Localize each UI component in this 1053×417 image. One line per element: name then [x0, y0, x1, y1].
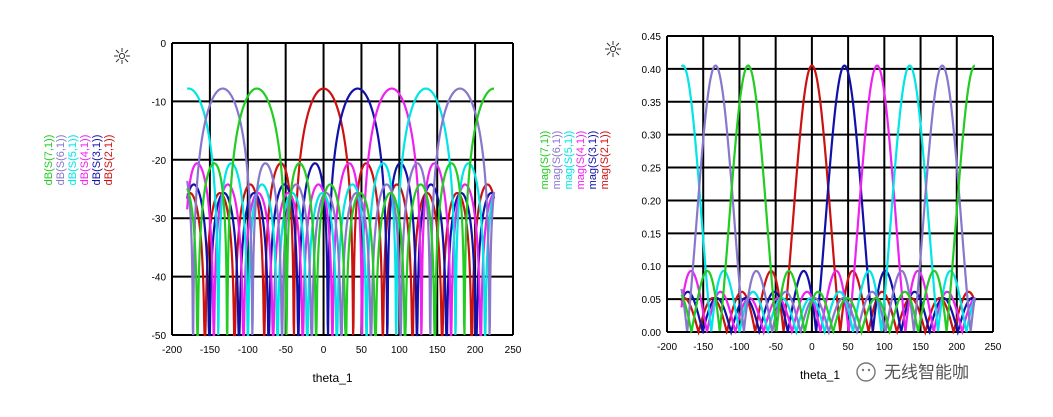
y-tick-label: -20	[152, 156, 167, 167]
tick-labels: -200 -150 -100 -50 0 50 100 150 200 250 0.00 0.05 0.…	[642, 32, 1002, 353]
series-line	[680, 64, 976, 336]
x-tick-label: 0	[321, 345, 327, 356]
x-tick-label: -100	[238, 345, 258, 356]
watermark-text: 无线智能咖	[884, 363, 969, 383]
legend-entry: dB(S(5,1))	[67, 135, 79, 186]
y-tick-label: 0	[160, 39, 166, 50]
x-tick-label: -50	[768, 342, 783, 353]
x-tick-label: -50	[278, 345, 293, 356]
y-tick-label: 0.25	[642, 164, 662, 175]
x-tick-label: -150	[693, 342, 713, 353]
x-tick-label: -200	[162, 345, 182, 356]
y-tick-label: 0.40	[642, 65, 662, 76]
x-tick-label: 100	[391, 345, 408, 356]
chart-mag-right: mag(S(2,1))mag(S(3,1))mag(S(4,1))mag(S(5…	[539, 32, 1002, 382]
y-tick-label: 0.45	[642, 32, 662, 43]
series-line	[680, 64, 976, 336]
legend-entry: mag(S(6,1))	[551, 131, 563, 190]
x-tick-label: 150	[912, 342, 929, 353]
series-line	[186, 87, 495, 337]
legend: dB(S(2,1))dB(S(3,1))dB(S(4,1))dB(S(5,1))…	[43, 135, 115, 186]
series-line	[186, 87, 496, 337]
series-group	[680, 64, 976, 336]
series-line	[680, 64, 976, 336]
legend: mag(S(2,1))mag(S(3,1))mag(S(4,1))mag(S(5…	[539, 131, 611, 190]
legend-entry: dB(S(4,1))	[79, 135, 91, 186]
legend-entry: mag(S(4,1))	[575, 131, 587, 190]
series-line	[186, 87, 495, 337]
legend-entry: mag(S(5,1))	[563, 131, 575, 190]
y-tick-label: 0.35	[642, 98, 662, 109]
y-tick-label: 0.10	[642, 262, 662, 273]
x-tick-label: 250	[985, 342, 1002, 353]
legend-entry: mag(S(2,1))	[599, 131, 611, 190]
x-tick-label: 150	[429, 345, 446, 356]
x-tick-label: -100	[729, 342, 749, 353]
legend-entry: dB(S(7,1))	[43, 135, 55, 186]
series-group	[186, 87, 496, 337]
y-tick-label: 0.00	[642, 328, 662, 339]
y-tick-label: -30	[152, 214, 167, 225]
y-tick-label: 0.15	[642, 229, 662, 240]
y-tick-label: 0.30	[642, 131, 662, 142]
y-tick-label: -10	[152, 97, 167, 108]
y-tick-label: 0.05	[642, 295, 662, 306]
tick-labels: -200 -150 -100 -50 0 50 100 150 200 250 0 -10 -20 -30…	[152, 39, 522, 356]
x-tick-label: 0	[809, 342, 815, 353]
x-tick-label: 200	[948, 342, 965, 353]
legend-entry: dB(S(6,1))	[55, 135, 67, 186]
x-axis-label: theta_1	[312, 371, 352, 385]
x-tick-label: 250	[505, 345, 522, 356]
y-tick-label: -40	[152, 273, 167, 284]
x-tick-label: -150	[200, 345, 220, 356]
marker-icon	[605, 41, 621, 57]
y-tick-label: 0.20	[642, 196, 662, 207]
wechat-logo-icon	[856, 362, 876, 382]
x-tick-label: -200	[657, 342, 677, 353]
x-tick-label: 50	[356, 345, 368, 356]
x-axis-label: theta_1	[800, 368, 840, 382]
watermark: 无线智能咖	[856, 362, 969, 383]
legend-entry: dB(S(2,1))	[103, 135, 115, 186]
x-tick-label: 50	[843, 342, 855, 353]
legend-entry: mag(S(3,1))	[587, 131, 599, 190]
legend-entry: mag(S(7,1))	[539, 131, 551, 190]
legend-entry: dB(S(3,1))	[91, 135, 103, 186]
marker-icon	[114, 48, 130, 64]
x-tick-label: 100	[876, 342, 893, 353]
chart-db-left: dB(S(2,1))dB(S(3,1))dB(S(4,1))dB(S(5,1))…	[43, 39, 522, 385]
x-tick-label: 200	[467, 345, 484, 356]
y-tick-label: -50	[152, 331, 167, 342]
